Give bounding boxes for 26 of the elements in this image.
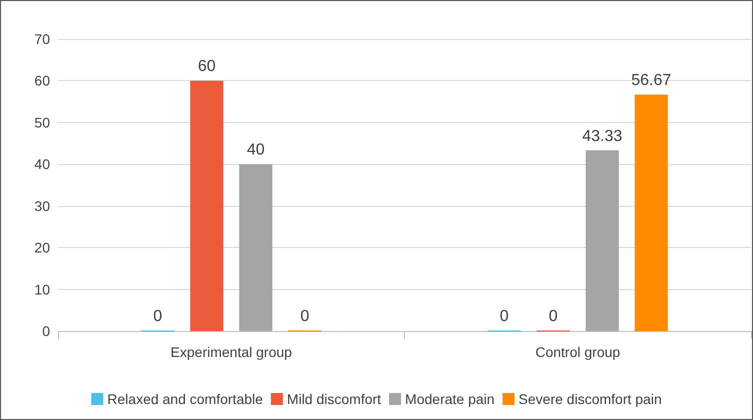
legend-label: Moderate pain [405,391,495,407]
y-tick-label: 0 [42,323,50,339]
data-label: 40 [246,142,265,159]
x-tick-label: Control group [535,344,620,360]
legend-label: Severe discomfort pain [518,391,662,407]
y-tick-label: 70 [34,31,50,47]
data-label: 0 [548,308,558,325]
data-label: 0 [153,308,162,325]
bar [239,164,272,331]
data-label: 60 [198,58,216,76]
x-tick-label: Experimental group [170,344,292,360]
y-tick-label: 30 [34,198,50,214]
data-label: 43.33 [582,128,622,145]
y-tick-label: 40 [34,156,50,172]
y-tick-label: 50 [34,114,50,130]
data-label: 0 [500,308,509,325]
y-tick-label: 10 [34,281,50,298]
legend-label: Mild discomfort [286,391,382,407]
bar [190,80,224,331]
data-label: 0 [300,308,310,325]
bar [634,94,668,331]
y-tick-label: 20 [34,240,50,256]
data-label: 56.67 [631,72,672,90]
bar [586,150,619,331]
y-tick-label: 60 [34,72,50,89]
legend-label: Relaxed and comfortable [107,391,264,407]
